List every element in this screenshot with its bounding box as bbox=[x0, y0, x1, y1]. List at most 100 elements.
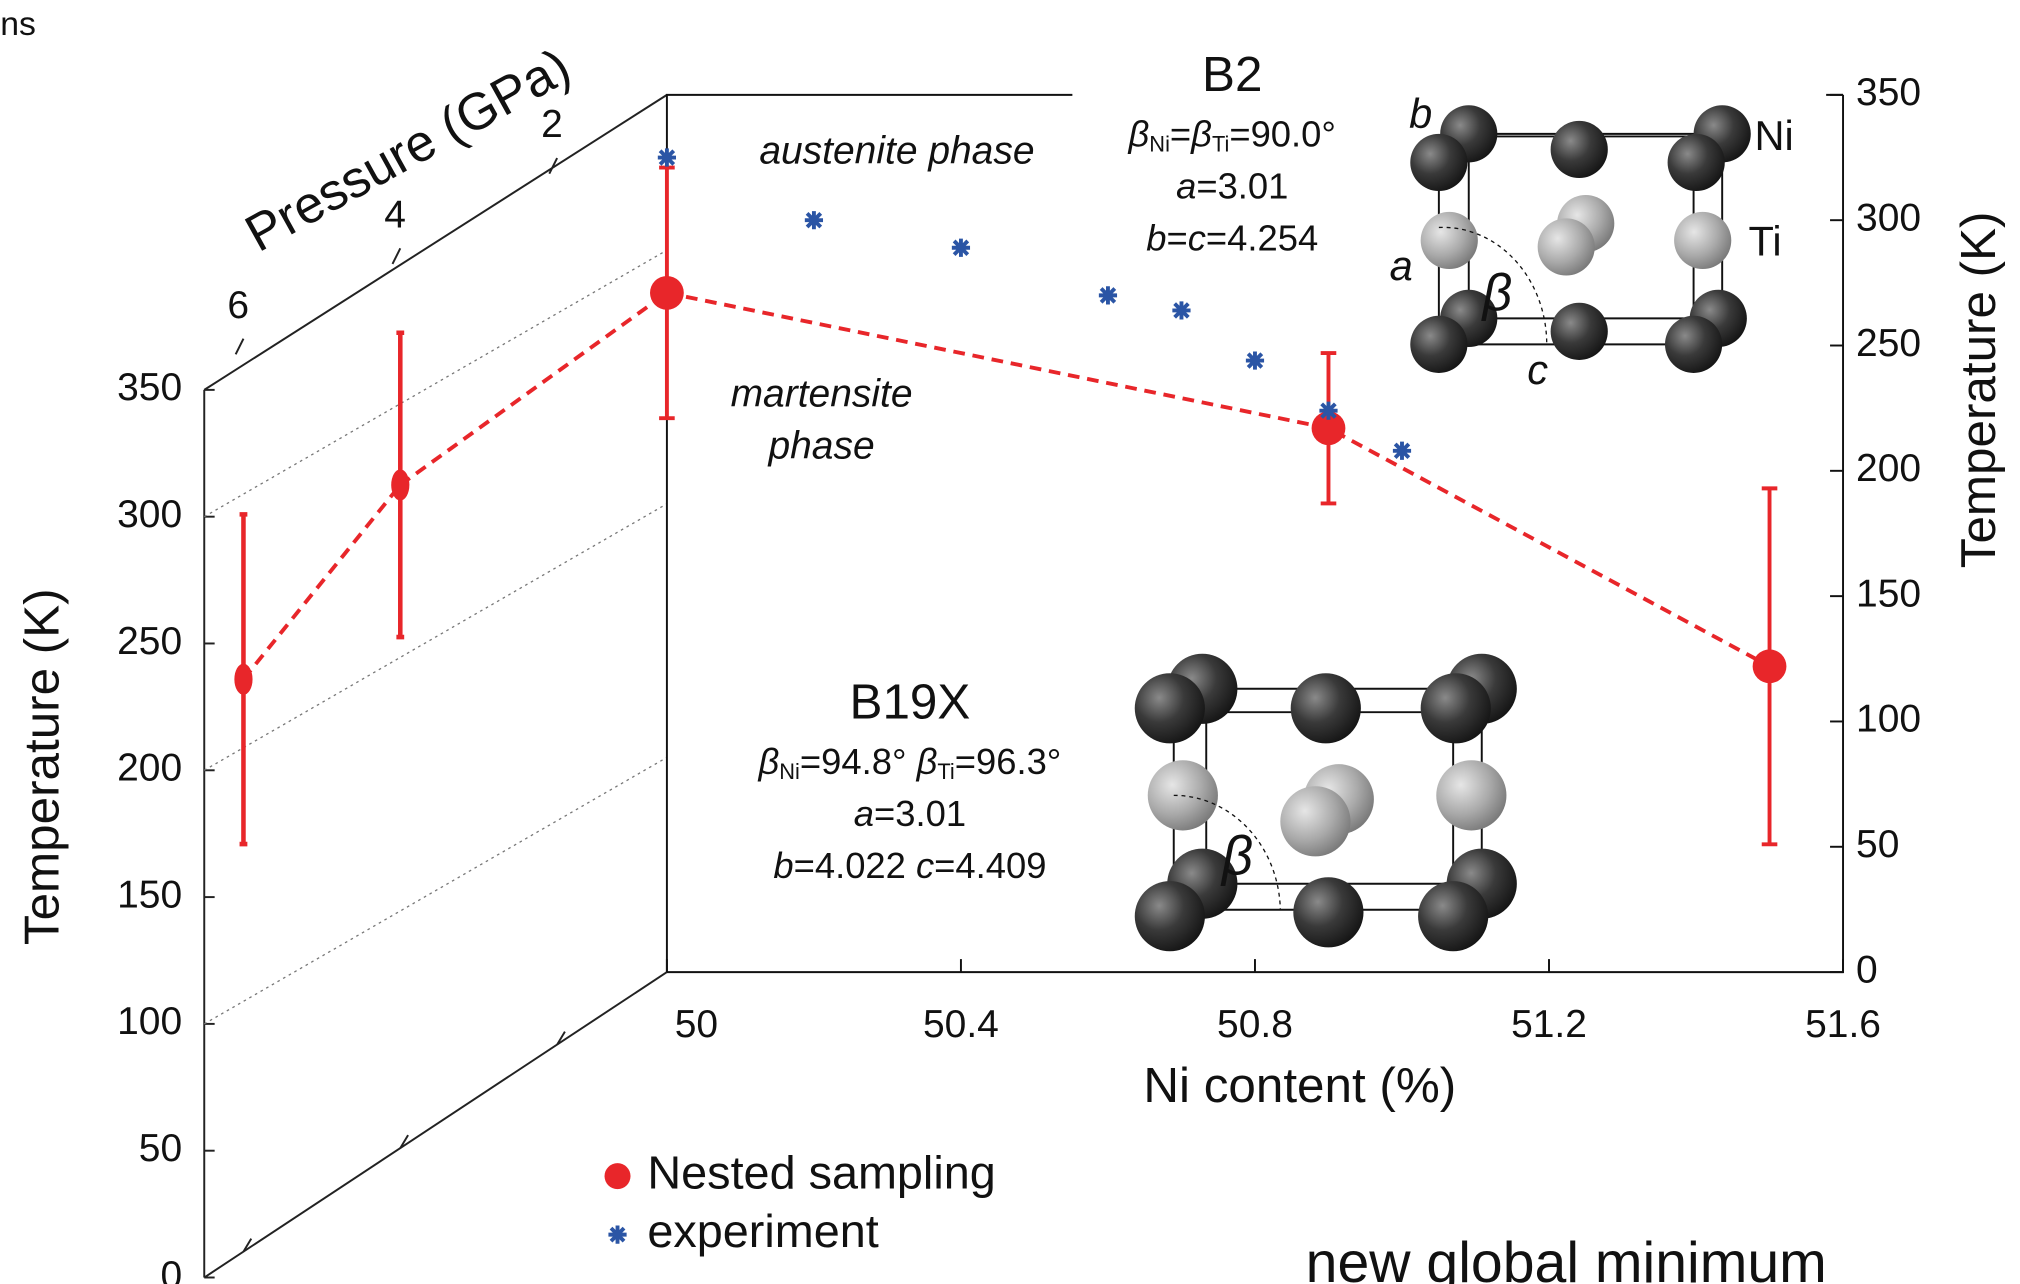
structure-label: a bbox=[1390, 242, 1413, 289]
y-tick-label: 100 bbox=[117, 1000, 182, 1043]
atom bbox=[1550, 120, 1608, 179]
text-part: Ni bbox=[779, 759, 800, 784]
text-part: =4.409 bbox=[934, 845, 1046, 886]
y-tick-label: 50 bbox=[139, 1127, 182, 1170]
x-tick-label: 51.2 bbox=[1511, 1003, 1587, 1046]
nested-point bbox=[234, 663, 253, 695]
atom bbox=[1667, 133, 1725, 192]
y-tick-label: 350 bbox=[1856, 71, 1921, 114]
phase-label: austenite phase bbox=[759, 130, 1034, 173]
text-part: β bbox=[1128, 113, 1150, 154]
atom bbox=[1134, 881, 1205, 952]
legend-label: Nested sampling bbox=[647, 1146, 995, 1198]
x-tick-label: 50 bbox=[675, 1003, 718, 1046]
text-part: =3.01 bbox=[874, 793, 966, 834]
trend-line bbox=[666, 290, 1771, 669]
structure-label: β bbox=[1220, 826, 1253, 887]
corner-text: ns bbox=[0, 5, 36, 43]
atom bbox=[1418, 881, 1489, 952]
text-part: =94.8° bbox=[800, 741, 917, 782]
experiment-point bbox=[1392, 441, 1412, 460]
atom bbox=[1436, 760, 1507, 831]
x-tick bbox=[548, 157, 558, 175]
y-tick-label: 150 bbox=[1856, 572, 1921, 615]
x-tick bbox=[399, 1134, 409, 1149]
text-part: β bbox=[916, 741, 938, 782]
annotation-line: βNi=βTi=90.0° bbox=[1128, 113, 1336, 156]
grid-line bbox=[203, 503, 668, 771]
experiment-point bbox=[1098, 286, 1118, 305]
text-part: =4.022 bbox=[794, 845, 916, 886]
atom bbox=[1290, 673, 1361, 744]
text-part: =3.01 bbox=[1196, 165, 1288, 206]
text-part: c bbox=[1188, 217, 1206, 258]
annotation-line: b=4.022 c=4.409 bbox=[773, 845, 1046, 886]
x-tick bbox=[391, 247, 402, 265]
y-tick-label: 200 bbox=[117, 747, 182, 790]
y-tick-label: 100 bbox=[1856, 698, 1921, 741]
x-axis-label: Pressure (GPa) bbox=[236, 38, 580, 264]
legend-marker bbox=[604, 1163, 631, 1190]
y-tick-label: 250 bbox=[1856, 322, 1921, 365]
text-part: a bbox=[854, 793, 874, 834]
y-tick-label: 300 bbox=[1856, 196, 1921, 239]
text-part: =96.3° bbox=[955, 741, 1062, 782]
phase-label: phase bbox=[767, 425, 874, 468]
nested-point bbox=[650, 275, 684, 310]
text-part: β bbox=[758, 741, 780, 782]
y-tick-label: 50 bbox=[1856, 823, 1899, 866]
grid-line bbox=[203, 756, 668, 1025]
atom bbox=[1293, 877, 1364, 948]
nested-point bbox=[391, 469, 410, 501]
x-axis-label: Ni content (%) bbox=[1143, 1058, 1456, 1113]
atom bbox=[1410, 133, 1468, 192]
text-part: =90.0° bbox=[1229, 113, 1336, 154]
y-axis-label: Temperature (K) bbox=[1951, 212, 2006, 569]
x-tick bbox=[242, 1238, 253, 1253]
structure-title: B2 bbox=[1202, 47, 1262, 102]
y-tick-label: 250 bbox=[117, 620, 182, 663]
axis-line bbox=[203, 94, 668, 391]
text-part: c bbox=[916, 845, 934, 886]
atom bbox=[1550, 302, 1608, 360]
legend-label: experiment bbox=[647, 1205, 878, 1257]
text-part: Ni bbox=[1149, 131, 1170, 156]
experiment-point bbox=[657, 148, 677, 167]
phase-label: martensite bbox=[731, 373, 913, 416]
atom bbox=[1410, 315, 1468, 373]
atom bbox=[1537, 218, 1595, 276]
text-part: b bbox=[773, 845, 793, 886]
experiment-point bbox=[951, 238, 971, 257]
structure-label: c bbox=[1527, 346, 1548, 393]
x-tick-label: 50.8 bbox=[1217, 1003, 1293, 1046]
y-tick-label: 350 bbox=[117, 366, 182, 409]
footer-text: new global minimum bbox=[1306, 1231, 1827, 1284]
trend-connector bbox=[399, 291, 669, 487]
text-part: a bbox=[1176, 165, 1196, 206]
y-tick-label: 300 bbox=[117, 493, 182, 536]
text-part: = bbox=[1166, 217, 1187, 258]
structure-label: β bbox=[1480, 264, 1512, 322]
structure-label: b bbox=[1409, 90, 1432, 137]
x-tick bbox=[556, 1031, 566, 1046]
x-tick-label: 6 bbox=[227, 284, 249, 327]
x-tick bbox=[234, 338, 245, 355]
text-part: β bbox=[1190, 113, 1212, 154]
nested-point bbox=[1311, 411, 1346, 446]
atom bbox=[1664, 315, 1723, 373]
annotation-line: a=3.01 bbox=[854, 793, 966, 834]
experiment-point bbox=[1245, 351, 1265, 370]
annotation-line: a=3.01 bbox=[1176, 165, 1288, 206]
experiment-point bbox=[804, 211, 824, 230]
atom bbox=[1134, 673, 1205, 744]
text-part: = bbox=[1170, 113, 1191, 154]
y-axis-label: Temperature (K) bbox=[15, 588, 70, 945]
text-part: Ti bbox=[937, 759, 954, 784]
annotation-line: b=c=4.254 bbox=[1146, 217, 1318, 258]
annotation-line: βNi=94.8° βTi=96.3° bbox=[758, 741, 1062, 784]
x-tick-label: 50.4 bbox=[923, 1003, 999, 1046]
structure-label: Ti bbox=[1749, 217, 1782, 264]
x-tick-label: 51.6 bbox=[1805, 1003, 1881, 1046]
text-part: Ti bbox=[1212, 131, 1229, 156]
